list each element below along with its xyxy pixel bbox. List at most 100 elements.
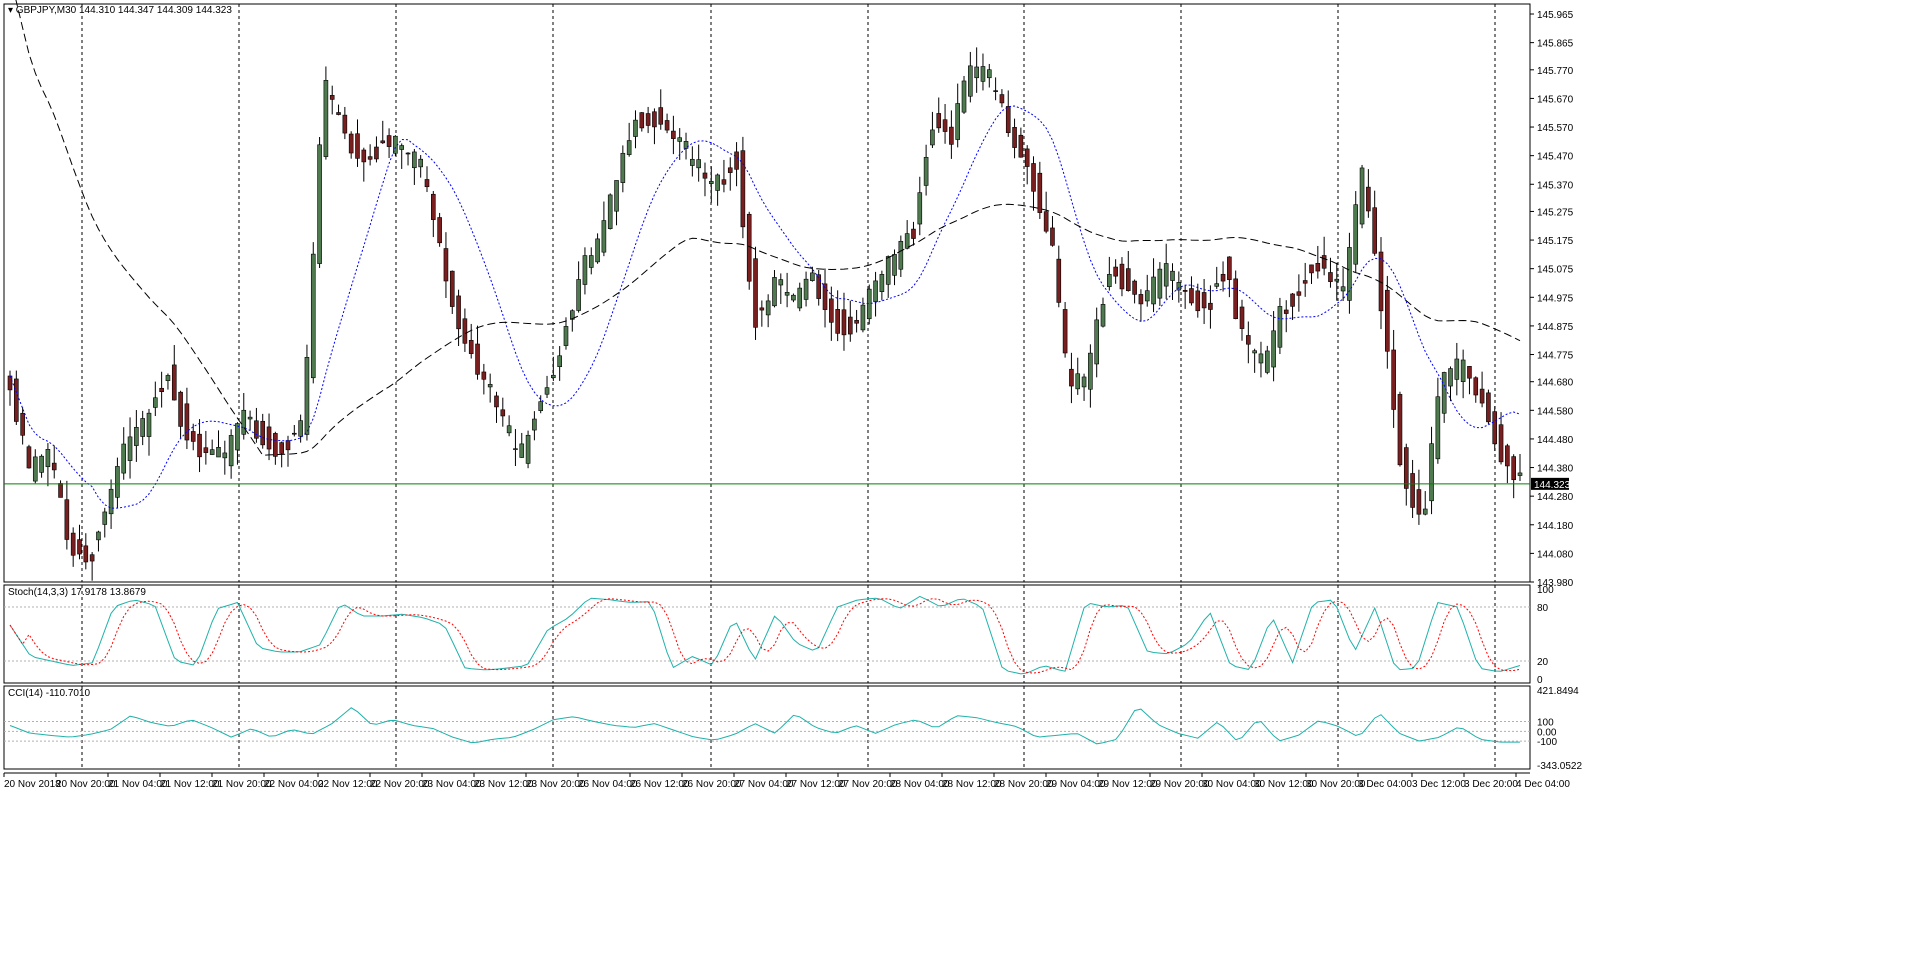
candle-body — [140, 418, 145, 437]
candle-body — [39, 455, 44, 473]
candle-body — [1315, 262, 1321, 272]
candle-body — [1088, 352, 1093, 390]
candle-body — [266, 426, 272, 450]
candle-body — [1517, 472, 1523, 476]
time-tick-label: 30 Nov 04:00 — [1202, 779, 1262, 790]
candle-body — [614, 180, 619, 212]
stoch-signal-line — [9, 598, 1521, 674]
price-tick-label: 144.280 — [1537, 492, 1574, 503]
candle-body — [386, 135, 392, 147]
candle-body — [304, 357, 310, 435]
candle-body — [83, 545, 89, 563]
candle-body — [532, 418, 537, 431]
candle-body — [1296, 291, 1302, 296]
cci-tick-label: -100 — [1537, 737, 1557, 748]
candle-body — [241, 409, 247, 435]
candle-body — [178, 391, 183, 427]
candle-body — [475, 343, 480, 375]
candle-body — [993, 90, 998, 92]
candle-body — [1473, 377, 1479, 396]
candle-body — [96, 531, 101, 541]
candle-body — [671, 130, 676, 139]
candle-body — [1151, 276, 1156, 305]
candle-body — [254, 420, 259, 439]
current-price-label: 144.323 — [1534, 480, 1571, 491]
candle-body — [209, 449, 215, 455]
candle-body — [816, 274, 822, 299]
candle-body — [1410, 473, 1415, 508]
price-tick-label: 145.275 — [1537, 207, 1574, 218]
stochastic-panel[interactable] — [3, 584, 1531, 684]
price-tick-label: 145.470 — [1537, 152, 1574, 163]
candle-body — [393, 135, 398, 154]
candle-body — [1233, 278, 1238, 319]
candle-body — [576, 279, 581, 311]
time-tick-label: 26 Nov 12:00 — [630, 779, 690, 790]
candle-body — [1075, 373, 1081, 390]
candle-body — [70, 532, 76, 556]
candle-body — [1340, 286, 1346, 292]
candle-body — [1353, 204, 1359, 265]
candle-body — [551, 374, 556, 379]
candle-body — [1429, 443, 1434, 502]
candle-body — [121, 443, 127, 474]
cci-panel[interactable] — [3, 685, 1531, 770]
candle-body — [690, 158, 695, 166]
candle-body — [1012, 127, 1017, 148]
candle-body — [930, 129, 935, 146]
candle-body — [1024, 148, 1030, 167]
candle-body — [1334, 278, 1340, 282]
candle-body — [1486, 392, 1491, 423]
candle-body — [544, 387, 550, 395]
candle-body — [1460, 359, 1466, 382]
time-tick-label: 22 Nov 12:00 — [318, 779, 378, 790]
candle-body — [797, 287, 803, 309]
candle-body — [1448, 368, 1453, 387]
candle-body — [153, 397, 158, 408]
candle-body — [999, 94, 1005, 104]
candle-body — [525, 434, 531, 464]
candle-body — [1176, 282, 1182, 291]
candle-body — [203, 447, 209, 453]
candle-body — [424, 179, 430, 188]
candle-body — [77, 539, 82, 555]
candle-body — [506, 425, 512, 434]
time-tick-label: 3 Dec 04:00 — [1358, 779, 1412, 790]
candle-body — [1416, 489, 1422, 515]
candle-body — [986, 69, 992, 79]
candle-body — [1031, 163, 1036, 192]
candle-body — [1435, 396, 1441, 460]
candle-body — [500, 409, 506, 417]
candle-body — [658, 107, 664, 125]
candle-body — [841, 309, 847, 336]
chart-title: ▾ GBPJPY,M30 144.310 144.347 144.309 144… — [8, 5, 232, 16]
candle-body — [810, 272, 815, 281]
candle-body — [1125, 268, 1131, 291]
price-tick-label: 145.175 — [1537, 236, 1574, 247]
main-price-panel[interactable] — [3, 3, 1531, 583]
time-tick-label: 30 Nov 20:00 — [1306, 779, 1366, 790]
candle-body — [190, 431, 196, 442]
candle-body — [317, 144, 322, 264]
candle-body — [835, 309, 840, 334]
candle-body — [595, 238, 600, 263]
candle-body — [399, 145, 405, 150]
candle-body — [696, 159, 701, 169]
candle-body — [26, 446, 32, 469]
ma-long-line — [15, 0, 1521, 456]
candle-body — [102, 511, 108, 525]
price-tick-label: 145.865 — [1537, 39, 1574, 50]
stoch-tick-label: 100 — [1537, 585, 1554, 596]
candle-body — [1252, 350, 1257, 354]
candle-body — [854, 320, 859, 324]
candle-body — [1441, 372, 1447, 414]
candle-body — [1220, 273, 1226, 282]
candle-body — [367, 156, 373, 160]
candle-body — [1081, 376, 1087, 388]
candle-body — [64, 499, 70, 540]
candle-body — [1043, 211, 1049, 232]
candle-body — [418, 158, 423, 168]
candle-body — [633, 119, 638, 137]
